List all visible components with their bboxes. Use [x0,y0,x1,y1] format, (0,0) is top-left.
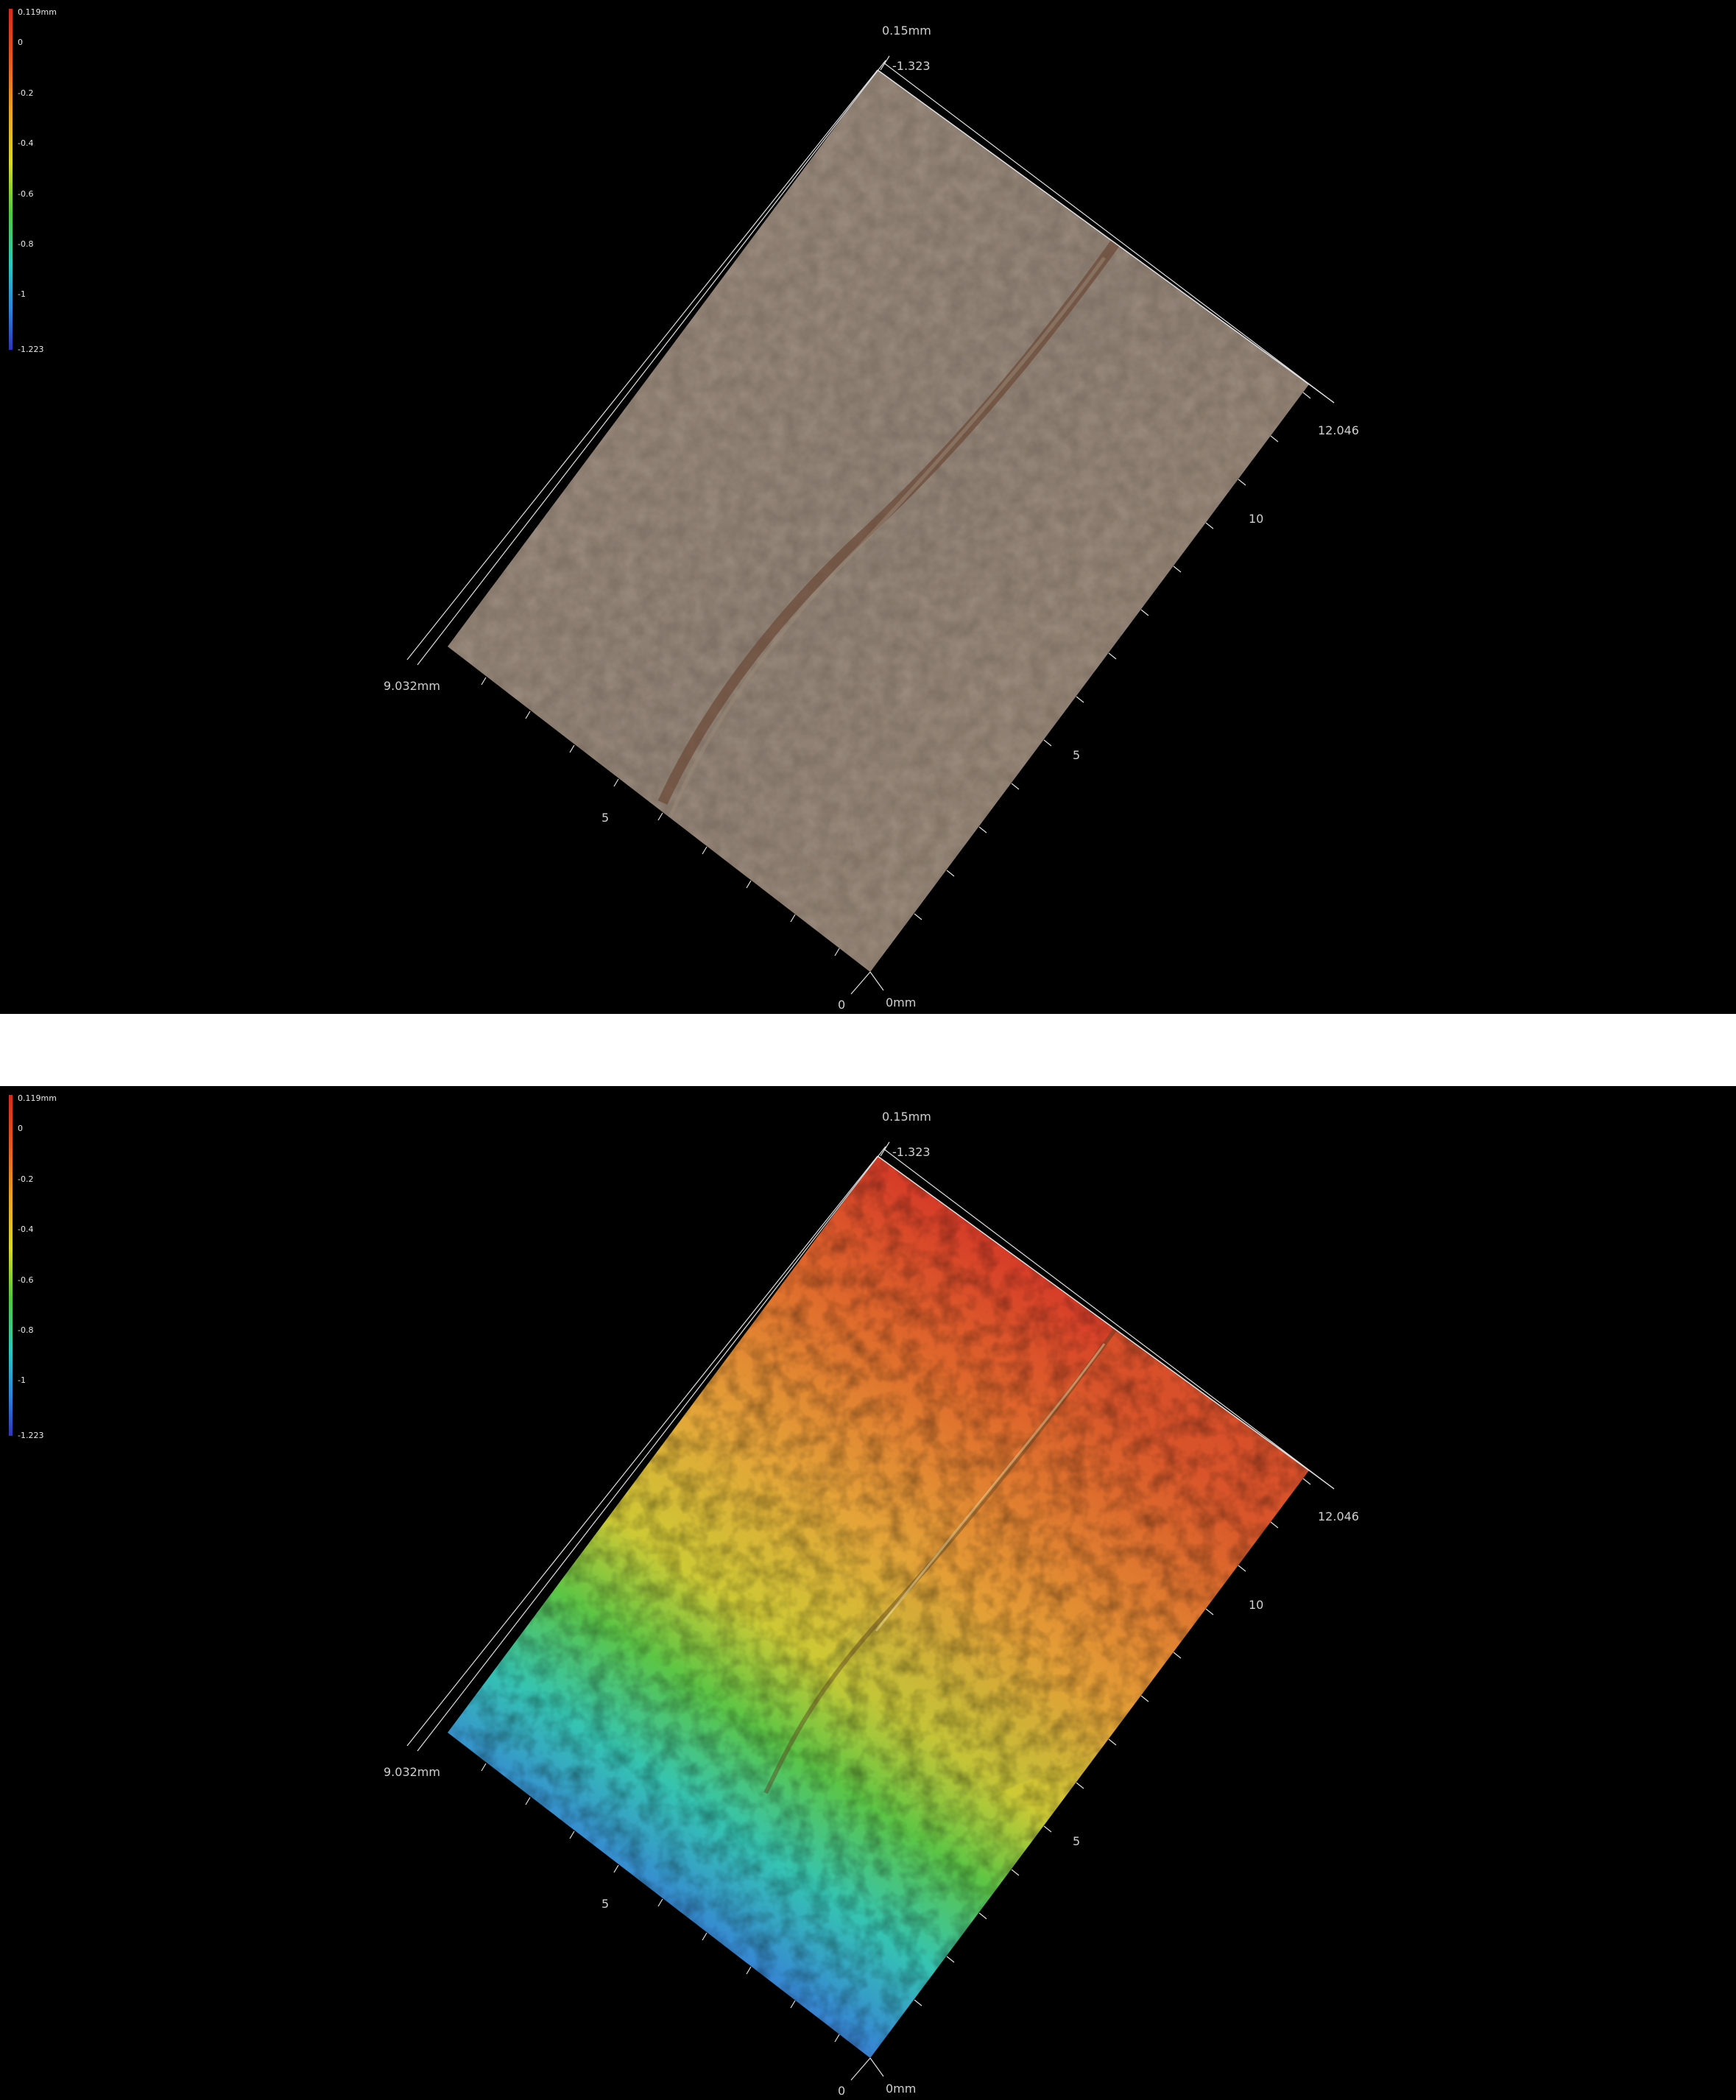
x-axis-tick-label: 10 [1249,1598,1263,1612]
y-axis-max-label: 9.032mm [384,1765,440,1779]
axis-line [850,2057,871,2081]
x-axis-tick-label: 5 [1073,748,1080,762]
panel-texture: 0.119mm 0 -0.2 -0.4 -0.6 -0.8 -1 -1.223 [0,0,1736,1014]
z-axis-bottom-label: -1.323 [892,1145,931,1159]
z-axis-top-label: 0.15mm [882,24,931,38]
axis-line [1308,1470,1335,1490]
colorbar [9,9,13,350]
panel-height-map: 0.119mm 0 -0.2 -0.4 -0.6 -0.8 -1 -1.223 [0,1086,1736,2100]
colorbar-tick: -0.6 [18,1275,33,1285]
surface-groove [668,256,1107,818]
axis-line [406,69,878,660]
y-axis-tick-label: 0 [838,998,845,1012]
colorbar-tick: -1.223 [18,1431,43,1440]
colorbar-max-label: 0.119mm [18,1093,57,1103]
axis-line [850,971,871,995]
axis-line [883,1148,1335,1490]
x-axis-max-label: 12.046 [1318,1509,1359,1523]
surface-groove [763,1328,1118,1794]
colorbar-tick: -0.4 [18,138,33,148]
z-axis-bottom-label: -1.323 [892,59,931,73]
colorbar-tick: -0.2 [18,88,33,98]
colorbar-tick: -1.223 [18,345,43,354]
axis-line [883,62,1335,404]
x-axis-max-label: 12.046 [1318,423,1359,437]
axis-line [869,2057,884,2077]
colorbar-tick: -1 [18,1375,26,1385]
surface-shading [448,1156,1309,2058]
colorbar-tick: 0 [18,1124,23,1133]
colorbar-tick: -0.2 [18,1174,33,1184]
y-axis-tick-label: 5 [601,1897,609,1911]
z-axis-top-label: 0.15mm [882,1110,931,1124]
y-axis-max-label: 9.032mm [384,679,440,693]
y-axis-tick-label: 0 [838,2084,845,2098]
y-axis-ticks [481,677,840,956]
panel-separator [0,1014,1736,1086]
axis-line [880,55,890,71]
axis-line [1308,384,1335,404]
axis-line [417,60,886,666]
y-axis-tick-label: 5 [601,811,609,825]
colorbar-tick: -1 [18,289,26,299]
y-axis-ticks [481,1763,840,2043]
colorbar-tick: -0.6 [18,189,33,199]
colorbar [9,1095,13,1436]
surface-plot-texture: 0.119mm 0 -0.2 -0.4 -0.6 -0.8 -1 -1.223 [9,7,1359,1012]
colorbar-tick: -0.8 [18,239,33,249]
origin-label: 0mm [886,996,916,1010]
x-axis-tick-label: 5 [1073,1834,1080,1848]
axis-line [406,1155,878,1747]
colorbar-tick: -0.4 [18,1225,33,1234]
origin-label: 0mm [886,2082,916,2096]
x-axis-ticks [914,392,1311,920]
surface-groove [875,1343,1106,1632]
colorbar-tick: 0 [18,38,23,47]
colorbar-tick: -0.8 [18,1325,33,1335]
axis-line [877,1155,1310,1471]
axis-line [417,1146,886,1752]
x-axis-tick-label: 10 [1249,512,1263,526]
surface-plot-height: 0.119mm 0 -0.2 -0.4 -0.6 -0.8 -1 -1.223 [9,1093,1359,2098]
axis-line [869,971,884,991]
colorbar-max-label: 0.119mm [18,7,57,17]
x-axis-ticks [914,1478,1311,2006]
axis-line [877,69,1310,385]
axis-line [880,1141,890,1157]
